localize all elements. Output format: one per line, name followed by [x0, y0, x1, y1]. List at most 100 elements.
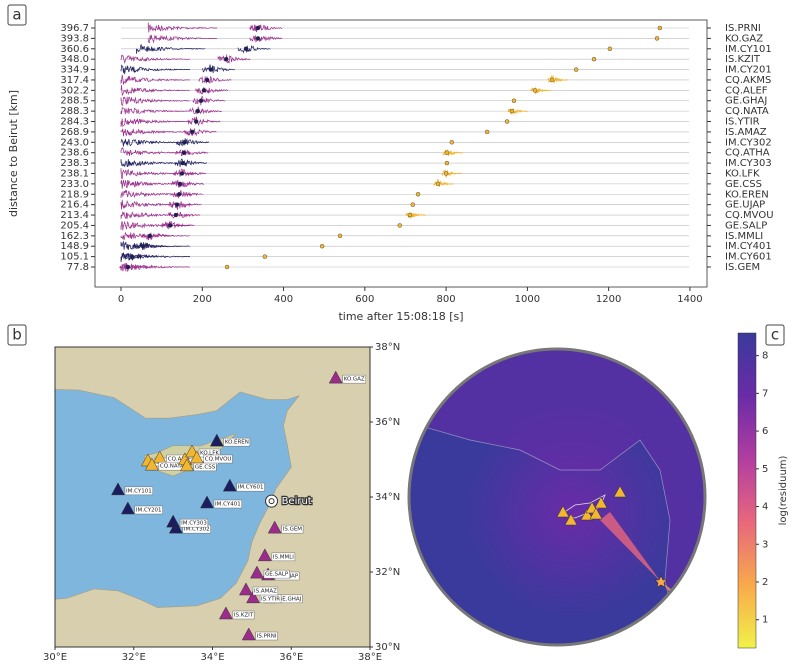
station-label: IM.CY302	[184, 527, 210, 533]
y-tick-label: 34°N	[375, 492, 400, 503]
y-axis-label: distance to Beirut [km]	[7, 90, 20, 217]
station-label: CQ.ATHA	[725, 148, 770, 159]
colorbar-label: log(residuum)	[778, 455, 789, 525]
arrival-dot	[445, 151, 449, 155]
colorbar-tick-label: 8	[762, 351, 768, 362]
colorbar-tick-label: 2	[762, 577, 768, 588]
colorbar	[738, 333, 756, 648]
arrival-dot	[175, 203, 179, 207]
colorbar-tick-label: 6	[762, 426, 768, 437]
arrival-dot	[450, 140, 454, 144]
distance-label: 243.0	[60, 137, 89, 148]
x-tick-label: 1400	[677, 294, 702, 305]
x-tick-label: 200	[193, 294, 212, 305]
station-label: IS.PRNI	[257, 634, 277, 640]
station-label: GE.GHAJ	[278, 596, 302, 602]
y-tick-label: 30°N	[375, 642, 400, 653]
x-axis-label: time after 15:08:18 [s]	[338, 310, 463, 323]
arrival-dot	[320, 244, 324, 248]
station-label: IS.AMAZ	[725, 127, 767, 138]
arrival-dot	[592, 57, 596, 61]
x-tick-label: 30°E	[43, 652, 67, 663]
map-body	[16, 310, 410, 664]
arrival-dot	[148, 234, 152, 238]
station-label: KO.GAZ	[725, 33, 763, 44]
arrival-dot	[485, 130, 489, 134]
arrival-dot	[126, 265, 130, 269]
arrival-dot	[436, 182, 440, 186]
arrival-dot	[510, 109, 514, 113]
arrival-dot	[574, 68, 578, 72]
station-label: CQ.NATA	[725, 106, 769, 117]
panel-letter: a	[12, 6, 21, 24]
arrival-dot	[512, 99, 516, 103]
station-label: IM.CY303	[725, 158, 772, 169]
arrival-dot	[244, 47, 248, 51]
arrival-dot	[174, 213, 178, 217]
station-label: KO.EREN	[725, 189, 769, 200]
city-marker	[266, 495, 278, 507]
arrival-dot	[181, 161, 185, 165]
arrival-dot	[411, 203, 415, 207]
arrival-dot	[263, 255, 267, 259]
y-tick-label: 32°N	[375, 567, 400, 578]
distance-label: 148.9	[60, 241, 89, 252]
station-label: IM.CY101	[126, 488, 152, 494]
station-label: CQ.MVOU	[725, 210, 774, 221]
arrival-dot	[168, 223, 172, 227]
station-label: CQ.ALEF	[725, 85, 768, 96]
distance-label: 218.9	[60, 189, 89, 200]
x-tick-label: 800	[437, 294, 456, 305]
arrival-dot	[550, 78, 554, 82]
y-tick-label: 36°N	[375, 417, 400, 428]
distance-label: 205.4	[60, 220, 89, 231]
distance-label: 288.3	[60, 106, 89, 117]
distance-label: 396.7	[60, 23, 89, 34]
x-tick-label: 38°E	[358, 652, 382, 663]
station-label: IM.CY401	[215, 502, 241, 508]
station-label: IS.KZIT	[725, 54, 761, 65]
distance-label: 302.2	[60, 85, 89, 96]
x-tick-label: 1200	[596, 294, 621, 305]
panel-letter: b	[12, 326, 22, 344]
arrival-dot	[177, 192, 181, 196]
figure: a0200400600800100012001400time after 15:…	[0, 0, 792, 663]
station-label: GE.CSS	[725, 179, 762, 190]
station-label: IS.GEM	[283, 527, 303, 533]
arrival-dot	[408, 213, 412, 217]
arrival-dot	[199, 99, 203, 103]
station-label: IS.GEM	[725, 262, 760, 273]
station-label: GE.UJAP	[725, 200, 765, 211]
arrival-dot	[178, 182, 182, 186]
arrival-dot	[209, 68, 213, 72]
station-label: IM.CY601	[238, 485, 264, 491]
station-label: KO.LFK	[725, 168, 760, 179]
distance-label: 284.3	[60, 117, 89, 128]
arrival-dot	[183, 140, 187, 144]
arrival-dot	[608, 47, 612, 51]
arrival-dot	[416, 192, 420, 196]
x-tick-label: 34°E	[200, 652, 224, 663]
x-tick-label: 36°E	[279, 652, 303, 663]
station-label: KO.EREN	[225, 440, 249, 446]
distance-label: 162.3	[60, 231, 89, 242]
x-tick-label: 1000	[515, 294, 540, 305]
residual-map	[400, 340, 730, 650]
city-label: Beirut	[282, 496, 312, 507]
x-tick-label: 600	[355, 294, 374, 305]
station-label: GE.GHAJ	[725, 96, 767, 107]
arrival-dot	[533, 88, 537, 92]
arrival-dot	[202, 88, 206, 92]
y-tick-label: 38°N	[375, 342, 400, 353]
arrival-dot	[196, 109, 200, 113]
distance-label: 233.0	[60, 179, 89, 190]
arrival-dot	[130, 255, 134, 259]
arrival-dot	[194, 120, 198, 124]
arrival-dot	[445, 161, 449, 165]
arrival-dot	[338, 234, 342, 238]
station-label: IS.YTIR	[261, 596, 280, 602]
colorbar-tick-label: 1	[762, 615, 768, 626]
station-label: IM.CY201	[136, 508, 162, 514]
